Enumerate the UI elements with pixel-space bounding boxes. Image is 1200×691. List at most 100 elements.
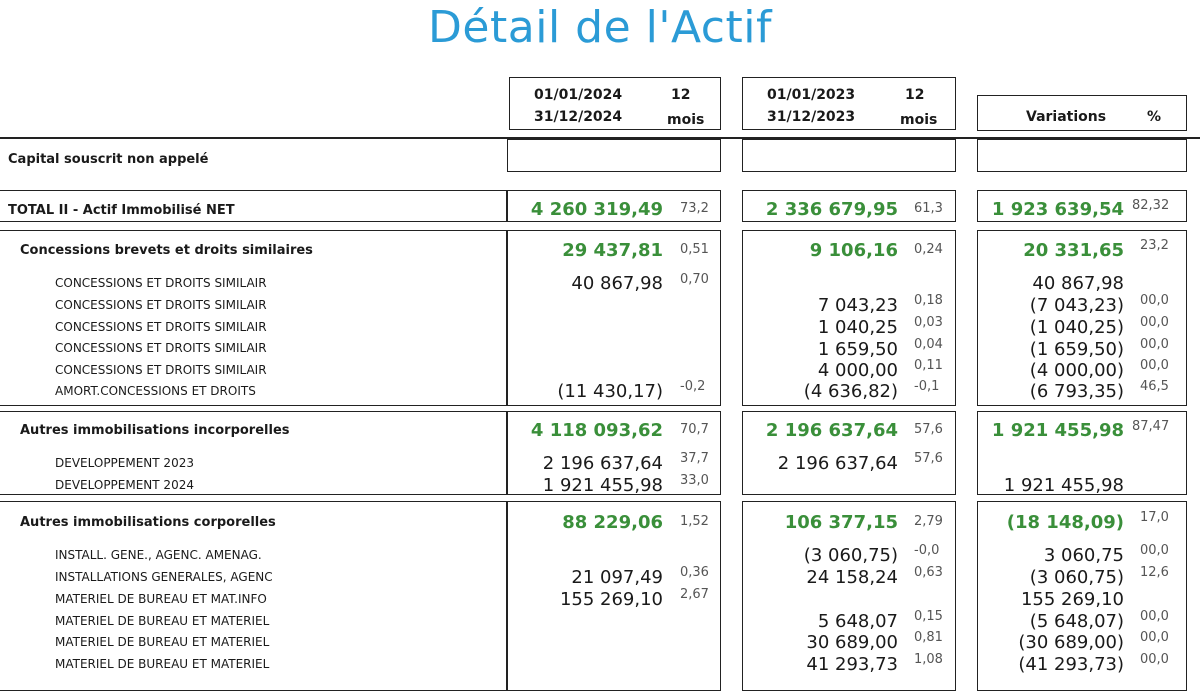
sec2-pct-2023: 57,6: [914, 422, 943, 437]
sec3-row-4-pct-variation: 00,0: [1140, 609, 1169, 624]
capital-cell-variation: [977, 139, 1187, 172]
sec1-label-frame: [0, 230, 507, 406]
sec1-row-2-pct-variation: 00,0: [1140, 293, 1169, 308]
sec3-amount-variation: (18 148,09): [1006, 512, 1124, 533]
sec2-amount-2024: 4 118 093,62: [530, 420, 663, 441]
sec3-pct-2024: 1,52: [680, 514, 709, 529]
sec1-row-3-pct-variation: 00,0: [1140, 315, 1169, 330]
sec3-label: Autres immobilisations corporelles: [20, 515, 276, 530]
sec2-row-1-pct-2023: 57,6: [914, 451, 943, 466]
sec2-row-2-pct-2024: 33,0: [680, 473, 709, 488]
sec3-row-5-pct-2023: 0,81: [914, 630, 943, 645]
sec3-row-3-label: MATERIEL DE BUREAU ET MAT.INFO: [55, 592, 267, 606]
sec1-row-2-amount-variation: (7 043,23): [1029, 295, 1124, 316]
sec3-row-2-amount-variation: (3 060,75): [1029, 567, 1124, 588]
sec1-row-2-label: CONCESSIONS ET DROITS SIMILAIR: [55, 298, 267, 312]
sec2-frame-2023: [742, 411, 956, 495]
sec1-row-6-pct-variation: 46,5: [1140, 379, 1169, 394]
sec1-amount-2023: 9 106,16: [809, 240, 898, 261]
sec3-pct-variation: 17,0: [1140, 510, 1169, 525]
sec1-pct-2023: 0,24: [914, 242, 943, 257]
period-2023-start: 01/01/2023: [767, 87, 856, 103]
sec1-row-5-label: CONCESSIONS ET DROITS SIMILAIR: [55, 363, 267, 377]
period-2023-header: [742, 77, 956, 130]
period-2024-unit: mois: [667, 112, 705, 128]
sec2-frame-2024: [507, 411, 721, 495]
sec1-amount-2024: 29 437,81: [562, 240, 663, 261]
sec3-row-4-amount-variation: (5 648,07): [1029, 611, 1124, 632]
sec3-amount-2024: 88 229,06: [562, 512, 663, 533]
sec3-row-5-label: MATERIEL DE BUREAU ET MATERIEL: [55, 635, 270, 649]
sec3-amount-2023: 106 377,15: [784, 512, 898, 533]
sec2-frame-variation: [977, 411, 1187, 495]
total-cell-variation: [977, 190, 1187, 222]
sec1-row-5-pct-variation: 00,0: [1140, 358, 1169, 373]
sec3-row-4-amount-2023: 5 648,07: [817, 611, 898, 632]
sec2-row-1-amount-2023: 2 196 637,64: [777, 453, 898, 474]
sec1-row-3-pct-2023: 0,03: [914, 315, 943, 330]
sec2-row-2-label: DEVELOPPEMENT 2024: [55, 478, 194, 492]
total-pct-2023: 61,3: [914, 201, 943, 216]
sec3-row-3-amount-variation: 155 269,10: [1020, 589, 1124, 610]
sec3-row-4-label: MATERIEL DE BUREAU ET MATERIEL: [55, 614, 270, 628]
sec2-row-2-amount-2024: 1 921 455,98: [542, 475, 663, 496]
sec3-row-2-pct-variation: 12,6: [1140, 565, 1169, 580]
sec1-amount-variation: 20 331,65: [1023, 240, 1124, 261]
sec1-row-6-amount-variation: (6 793,35): [1029, 381, 1124, 402]
total-label: TOTAL II - Actif Immobilisé NET: [8, 203, 235, 218]
sec3-row-2-amount-2024: 21 097,49: [571, 567, 663, 588]
period-2023-end: 31/12/2023: [767, 109, 856, 125]
sec1-row-6-pct-2023: -0,1: [914, 379, 940, 394]
total-cell-2024: [507, 190, 721, 222]
total-label-frame: [0, 190, 507, 222]
period-2024-header: [509, 77, 721, 130]
sec2-pct-2024: 70,7: [680, 422, 709, 437]
sec1-row-6-pct-2024: -0,2: [680, 379, 706, 394]
sec3-row-6-pct-2023: 1,08: [914, 652, 943, 667]
sec1-row-4-pct-2023: 0,04: [914, 337, 943, 352]
sec2-pct-variation: 87,47: [1132, 419, 1170, 434]
sec3-row-5-pct-variation: 00,0: [1140, 630, 1169, 645]
sec2-label-frame: [0, 411, 507, 495]
sec1-row-4-amount-2023: 1 659,50: [817, 339, 898, 360]
sec1-row-1-pct-2024: 0,70: [680, 272, 709, 287]
total-amount-2024: 4 260 319,49: [530, 199, 663, 220]
sec1-row-5-amount-variation: (4 000,00): [1029, 360, 1124, 381]
sec2-amount-variation: 1 921 455,98: [991, 420, 1124, 441]
period-2024-start: 01/01/2024: [534, 87, 623, 103]
sec3-row-6-amount-2023: 41 293,73: [806, 654, 898, 675]
sec3-row-1-amount-variation: 3 060,75: [1043, 545, 1124, 566]
sec3-row-5-amount-variation: (30 689,00): [1018, 632, 1124, 653]
sec1-frame-2023: [742, 230, 956, 406]
sec3-row-3-pct-2024: 2,67: [680, 587, 709, 602]
sec1-row-1-amount-2024: 40 867,98: [571, 273, 663, 294]
total-cell-2023: [742, 190, 956, 222]
sec2-row-1-pct-2024: 37,7: [680, 451, 709, 466]
sec3-row-1-pct-variation: 00,0: [1140, 543, 1169, 558]
sec1-row-2-amount-2023: 7 043,23: [817, 295, 898, 316]
sec3-row-2-pct-2024: 0,36: [680, 565, 709, 580]
sec2-amount-2023: 2 196 637,64: [765, 420, 898, 441]
period-2023-unit: mois: [900, 112, 938, 128]
sec3-row-3-amount-2024: 155 269,10: [559, 589, 663, 610]
total-amount-variation: 1 923 639,54: [991, 199, 1124, 220]
sec1-row-1-label: CONCESSIONS ET DROITS SIMILAIR: [55, 276, 267, 290]
sec1-frame-variation: [977, 230, 1187, 406]
total-pct-2024: 73,2: [680, 201, 709, 216]
sec1-row-1-amount-variation: 40 867,98: [1032, 273, 1124, 294]
sec1-row-3-amount-2023: 1 040,25: [817, 317, 898, 338]
sec1-label: Concessions brevets et droits similaires: [20, 243, 313, 258]
sec3-pct-2023: 2,79: [914, 514, 943, 529]
sec3-row-6-label: MATERIEL DE BUREAU ET MATERIEL: [55, 657, 270, 671]
capital-cell-2024: [507, 139, 721, 172]
sec2-row-1-amount-2024: 2 196 637,64: [542, 453, 663, 474]
sec1-row-3-label: CONCESSIONS ET DROITS SIMILAIR: [55, 320, 267, 334]
sec1-row-6-label: AMORT.CONCESSIONS ET DROITS: [55, 384, 256, 398]
capital-label: Capital souscrit non appelé: [8, 152, 209, 167]
sec2-row-2-amount-variation: 1 921 455,98: [1003, 475, 1124, 496]
sec1-frame-2024: [507, 230, 721, 406]
sec3-row-1-label: INSTALL. GENE., AGENC. AMENAG.: [55, 548, 262, 562]
sec3-row-4-pct-2023: 0,15: [914, 609, 943, 624]
sec2-row-1-label: DEVELOPPEMENT 2023: [55, 456, 194, 470]
sec1-row-3-amount-variation: (1 040,25): [1029, 317, 1124, 338]
